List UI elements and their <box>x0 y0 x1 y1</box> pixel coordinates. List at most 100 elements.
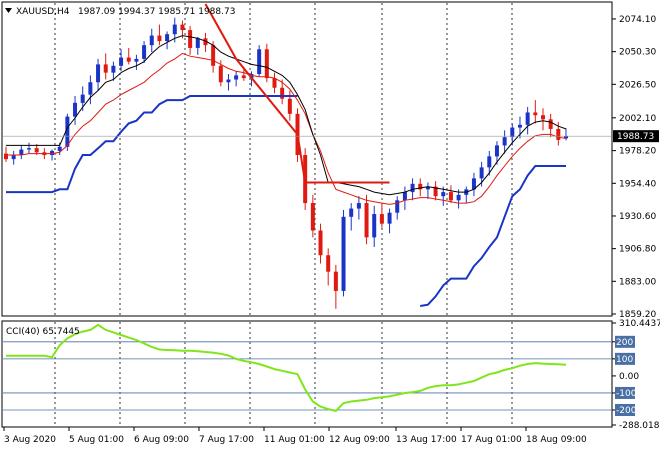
candle-body <box>180 24 185 31</box>
time-axis-label: 18 Aug 09:00 <box>526 435 587 445</box>
price-axis-label: 1978.20 <box>619 147 656 157</box>
candle-body <box>318 230 323 256</box>
candle-body <box>50 150 55 156</box>
candle-body <box>502 137 507 146</box>
candle-body <box>234 75 239 80</box>
candle-body <box>241 75 246 79</box>
candle-body <box>402 192 407 201</box>
cci-level-tag <box>615 335 635 348</box>
candle-body <box>433 186 438 197</box>
candle-body <box>195 38 200 48</box>
candle-body <box>456 194 461 201</box>
candle-body <box>533 112 538 116</box>
cci-level-tag <box>615 403 635 416</box>
candle-body <box>211 45 216 66</box>
symbol-label: XAUUSD,H4 <box>16 7 70 17</box>
candle-body <box>65 116 70 147</box>
cci-level-tag-text: -200 <box>616 406 637 416</box>
cci-axis-label: -288.0187 <box>619 421 660 431</box>
candle-body <box>356 203 361 209</box>
slow-moving-average <box>6 52 567 205</box>
support-line <box>420 165 566 307</box>
candle-body <box>326 255 331 272</box>
candle-body <box>11 155 16 160</box>
time-axis-label: 12 Aug 09:00 <box>329 435 390 445</box>
candle-body <box>395 200 400 213</box>
candle-body <box>494 145 499 157</box>
candle-body <box>249 74 254 79</box>
candle-body <box>57 146 62 151</box>
candle-body <box>510 127 515 138</box>
axis-layer: 2074.10 2050.30 2026.50 2002.10 1978.20 1954.… <box>3 15 660 445</box>
candle-body <box>387 212 392 224</box>
candle-body <box>333 271 338 291</box>
candle-body <box>264 49 269 79</box>
price-axis-label: 1906.80 <box>619 245 656 255</box>
candle-body <box>4 153 8 160</box>
candle-body <box>517 124 522 128</box>
cci-level-tag <box>615 352 635 365</box>
candle-body <box>126 57 131 62</box>
candle-body <box>203 38 208 46</box>
support-line <box>6 95 298 194</box>
price-axis-label: 2050.30 <box>619 48 656 58</box>
candle-body <box>548 119 553 129</box>
candle-body <box>149 35 154 46</box>
candle-body <box>372 214 377 238</box>
price-axis-label: 2074.10 <box>619 15 656 25</box>
time-axis-label: 17 Aug 01:00 <box>461 435 522 445</box>
price-axis-label: 1883.00 <box>619 277 656 287</box>
price-axis-label: 2002.10 <box>619 114 656 124</box>
candle-body <box>556 128 561 140</box>
time-axis-label: 11 Aug 01:00 <box>264 435 325 445</box>
last-price-tag <box>613 130 659 143</box>
candle-body <box>188 30 193 48</box>
candle-body <box>379 214 384 224</box>
cci-layer: CCI(40) 65.7445 <box>3 323 611 413</box>
candle-body <box>487 156 492 168</box>
candle-body <box>103 64 108 73</box>
candle-body <box>257 49 262 75</box>
candle-body <box>80 94 85 103</box>
price-axis-label: 1859.20 <box>619 310 656 320</box>
candle-body <box>540 115 545 120</box>
cci-panel-frame <box>1 320 613 428</box>
price-axis-label: 1930.60 <box>619 212 656 222</box>
cci-level-tag-text: 100 <box>616 355 633 365</box>
candle-body <box>341 216 346 291</box>
candle-body <box>479 167 484 179</box>
cci-line <box>6 323 567 413</box>
candle-body <box>19 149 24 156</box>
candle-body <box>165 34 170 42</box>
vertical-period-separators <box>54 3 513 426</box>
last-price-tag-text: 1988.73 <box>617 132 654 142</box>
cci-level-tag-text: 200 <box>616 338 633 348</box>
price-axis-label: 1954.40 <box>619 179 656 189</box>
candle-body <box>310 203 315 231</box>
candle-body <box>134 58 139 62</box>
candle-body <box>111 65 116 73</box>
candle-body <box>88 82 93 95</box>
candle-body <box>441 192 446 197</box>
candle-body <box>142 45 147 59</box>
time-axis-label: 5 Aug 01:00 <box>69 435 124 445</box>
candle-body <box>218 65 223 83</box>
price-axis-label: 2026.50 <box>619 80 656 90</box>
fast-moving-average <box>6 35 567 196</box>
candle-body <box>564 136 568 139</box>
candle-body <box>172 24 177 35</box>
resistance-line <box>204 3 307 183</box>
candle-body <box>226 79 231 83</box>
candle-body <box>425 186 430 190</box>
collapse-arrow-icon[interactable] <box>5 8 12 13</box>
candle-body <box>364 203 369 238</box>
cci-axis-label: 310.4437 <box>619 319 660 329</box>
candle-body <box>448 192 453 201</box>
candle-body <box>287 98 292 114</box>
price-layer <box>3 3 611 309</box>
cci-axis-label: 0.00 <box>619 372 639 382</box>
time-axis-label: 6 Aug 09:00 <box>134 435 189 445</box>
time-axis-label: 3 Aug 2020 <box>4 435 56 445</box>
